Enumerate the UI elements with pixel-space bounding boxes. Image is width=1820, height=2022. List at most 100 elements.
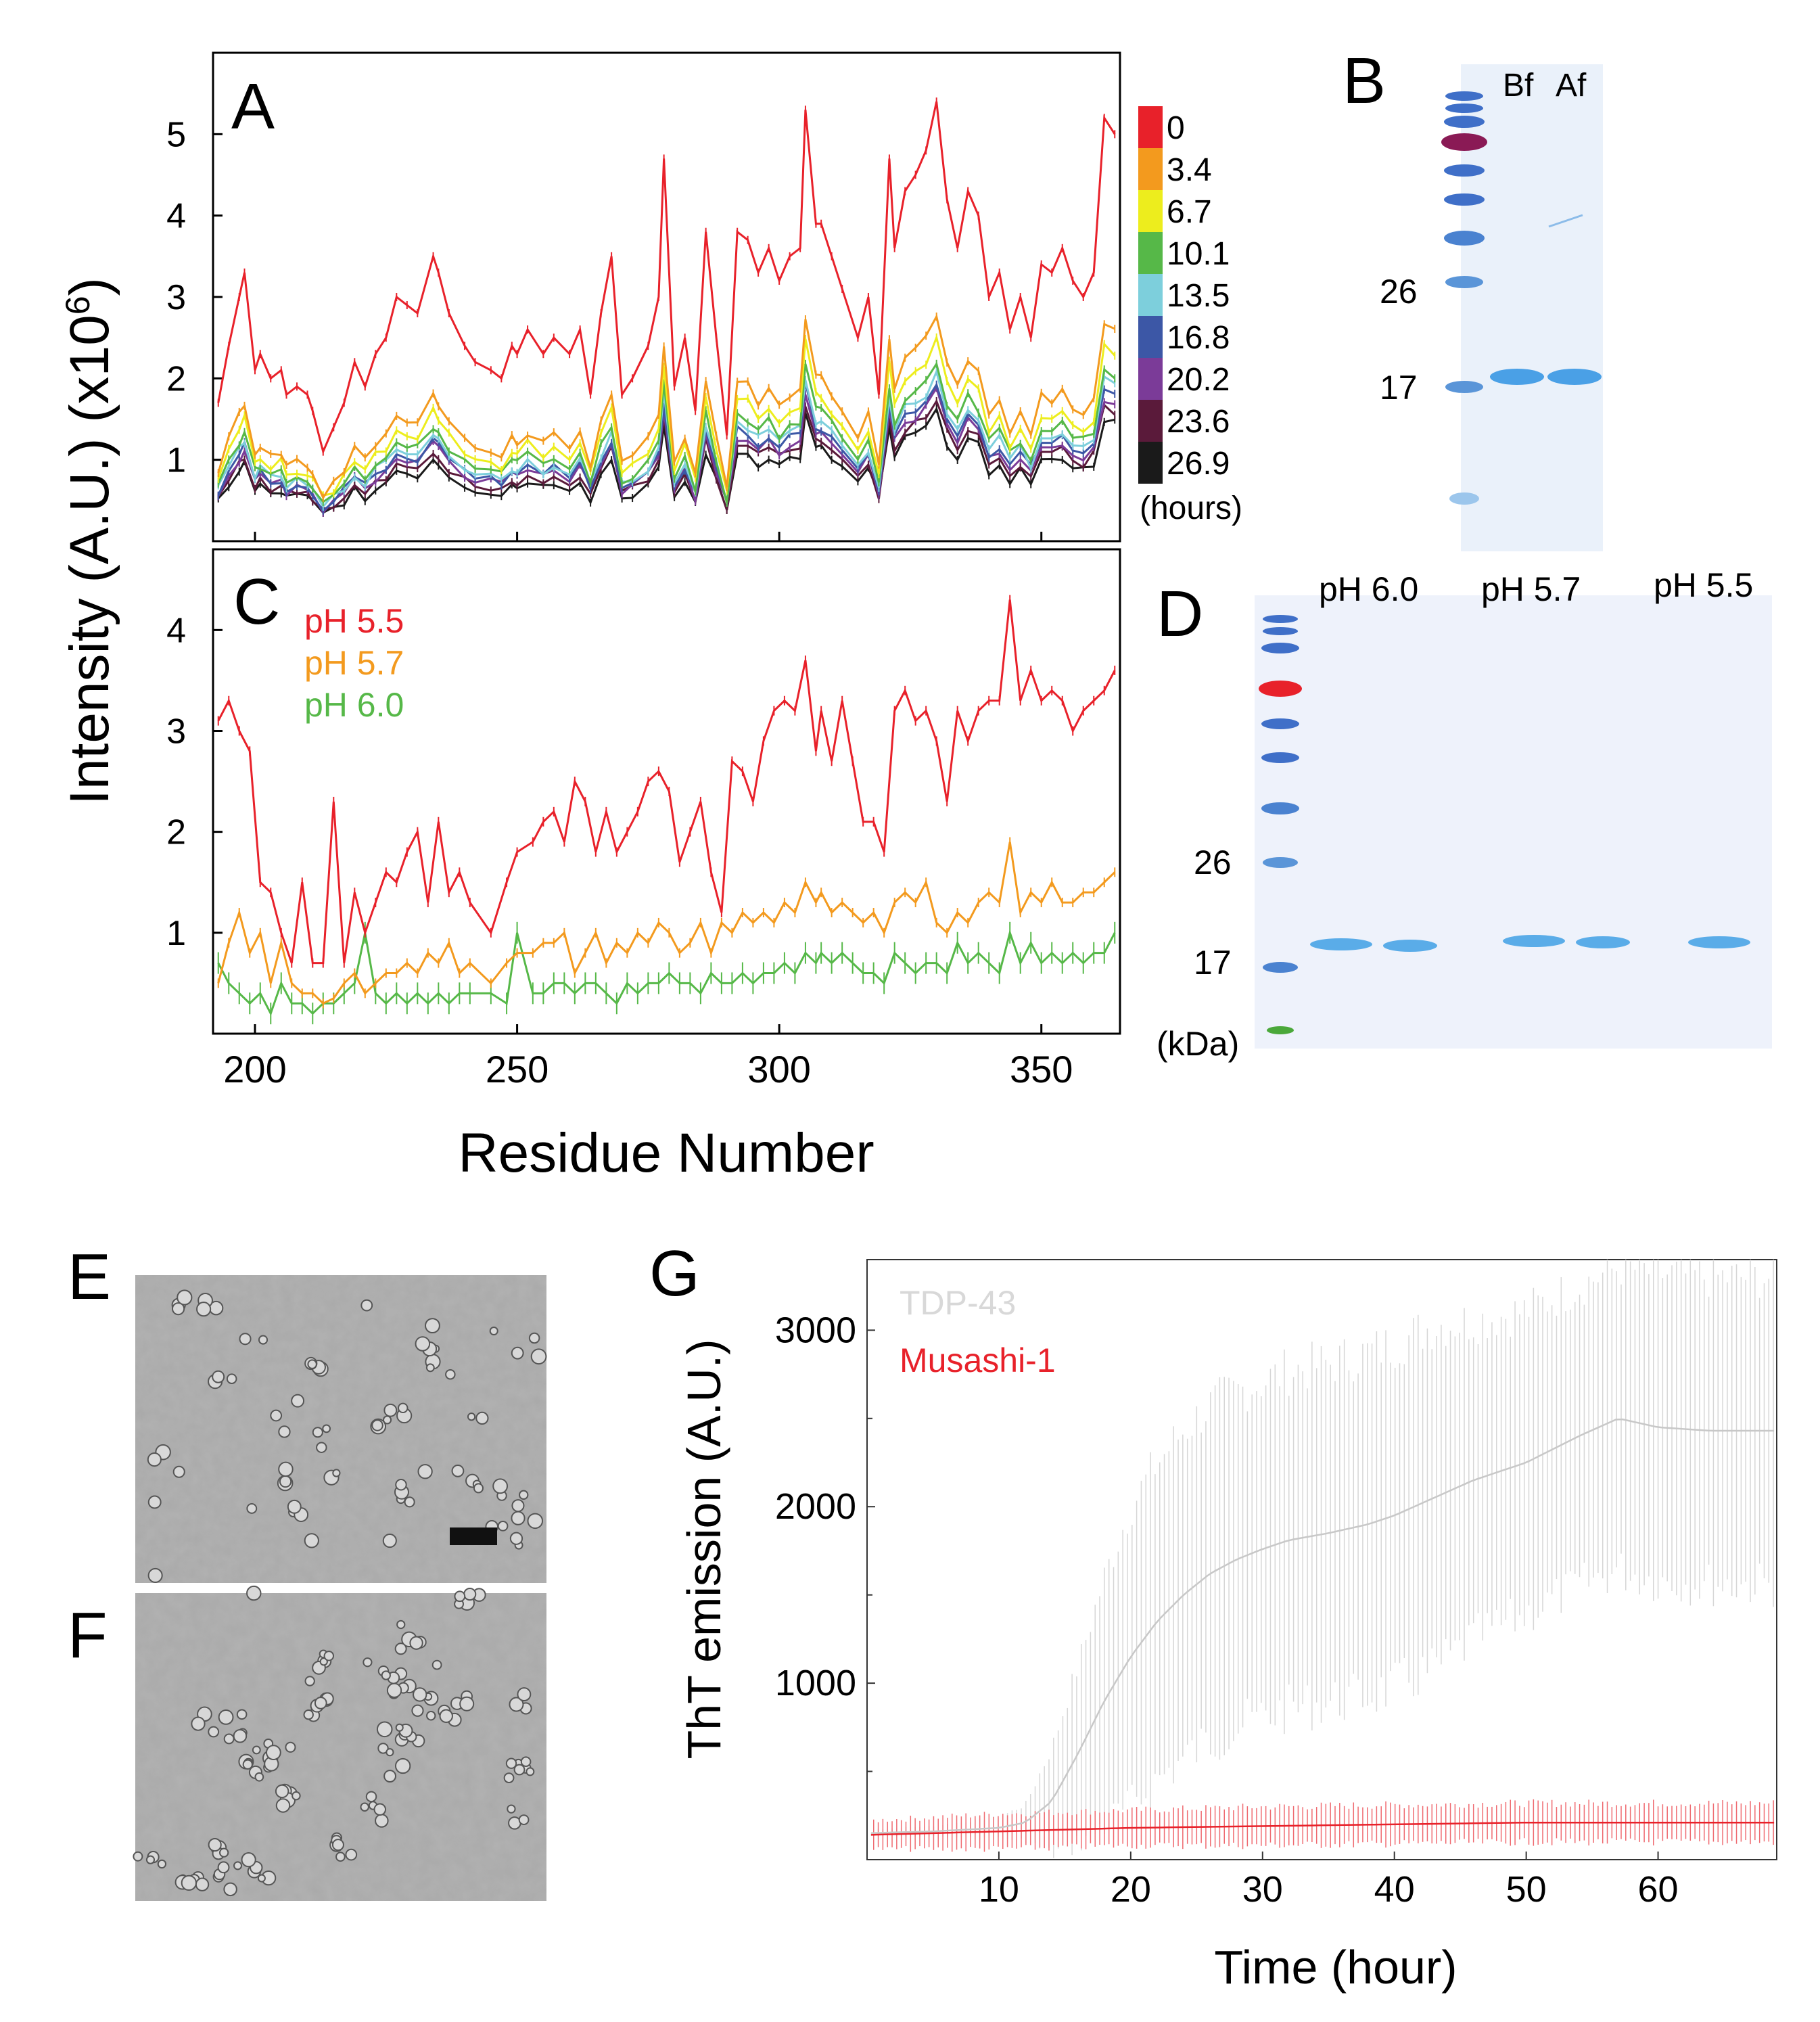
legend-swatch-6.7 (1138, 190, 1163, 232)
particle (459, 1696, 475, 1711)
legend-swatch-3.4 (1138, 148, 1163, 190)
legend-swatch-26.9 (1138, 442, 1163, 484)
particle (518, 1814, 530, 1825)
particle (365, 1791, 377, 1803)
c-xtick-label: 200 (223, 1048, 286, 1090)
particle (463, 1587, 477, 1601)
gel-d-band-2 (1383, 940, 1437, 952)
legend-label-23.6: 23.6 (1167, 404, 1230, 440)
particle (509, 1532, 523, 1545)
particle (505, 1757, 517, 1769)
panel-d-label: D (1157, 578, 1203, 650)
c-ytick-label: 2 (166, 813, 186, 852)
particle (208, 1837, 222, 1852)
gel-d-band-4 (1576, 936, 1630, 948)
a-ytick-label: 3 (166, 278, 186, 317)
particle (360, 1299, 373, 1312)
particle (528, 1332, 540, 1344)
particle (257, 1874, 266, 1883)
particle (383, 1770, 396, 1783)
panel-c-label: C (233, 566, 280, 638)
particle (233, 1728, 248, 1743)
g-ytick-label: 2000 (775, 1486, 856, 1527)
legend-label-10.1: 10.1 (1167, 236, 1230, 272)
panel-a-ticks: 1 2 3 4 5 (166, 115, 1043, 541)
gel-d-marker-17: 17 (1194, 944, 1232, 982)
gel-d-ladder (1259, 615, 1302, 1034)
particle (530, 1348, 547, 1365)
legend-label-13.5: 13.5 (1167, 278, 1230, 314)
gel-d-marker-26: 26 (1194, 844, 1232, 881)
particle (304, 1676, 315, 1686)
gel-b-lane-bf: Bf (1503, 68, 1534, 104)
panel-c-series (217, 595, 1116, 1025)
particle (246, 1503, 258, 1514)
legend-label-0: 0 (1167, 110, 1185, 146)
g-xtick-label: 30 (1242, 1869, 1283, 1910)
g-xtick-label: 10 (979, 1869, 1019, 1910)
particle (489, 1326, 498, 1336)
particle (426, 1711, 436, 1721)
particle (375, 1814, 389, 1828)
g-xtick-label: 20 (1111, 1869, 1151, 1910)
particle (270, 1409, 283, 1422)
particle (507, 1804, 516, 1814)
particle (526, 1767, 535, 1776)
particle (394, 1642, 407, 1655)
particle (226, 1373, 237, 1384)
particle (195, 1877, 210, 1891)
c-series-pH 6.0 (217, 929, 1116, 1016)
particle (363, 1657, 373, 1668)
y-axis-title-main: Intensity (A.U.) (x10 (59, 315, 120, 805)
panel-e-label: E (68, 1241, 111, 1313)
gel-d-band-1 (1310, 938, 1372, 950)
particle (236, 1709, 248, 1720)
particle (373, 1803, 386, 1816)
legend-label-16.8: 16.8 (1167, 320, 1230, 356)
particle (492, 1478, 509, 1494)
particle (239, 1333, 252, 1346)
particle (191, 1716, 206, 1731)
a-series-6.7 (217, 334, 1116, 497)
panel-c-frame (212, 548, 1121, 1035)
a-series-10.1 (217, 361, 1116, 503)
particle (386, 1748, 394, 1757)
panel-g: G 10 20 30 40 50 60 1000 2000 3000 TDP-43 Musash… (649, 1237, 1777, 1994)
g-series-musashi (870, 1821, 1775, 1836)
panel-f-label: F (68, 1599, 108, 1672)
legend-musashi: Musashi-1 (900, 1341, 1056, 1379)
panel-g-frame (866, 1259, 1777, 1860)
particle (278, 1425, 291, 1438)
particle (316, 1442, 327, 1453)
particle (425, 1318, 440, 1334)
particle (517, 1687, 532, 1702)
particle (396, 1619, 406, 1630)
legend-label-20.2: 20.2 (1167, 362, 1230, 398)
gel-b-band-bf (1490, 369, 1544, 385)
particle (304, 1533, 319, 1548)
legend-swatch-16.8 (1138, 316, 1163, 358)
gel-d-lane-ph55: pH 5.5 (1654, 566, 1753, 604)
particle (451, 1464, 465, 1477)
panel-f-micrograph: F (68, 1585, 546, 1901)
legend-ph57: pH 5.7 (304, 644, 404, 682)
particle (431, 1659, 442, 1670)
particle (157, 1859, 167, 1869)
panel-e-particles (147, 1289, 547, 1583)
y-axis-title-intensity: Intensity (A.U.) (x106) (59, 277, 120, 805)
particle (411, 1704, 424, 1717)
y-axis-title-end: ) (59, 277, 120, 296)
particle (291, 1791, 301, 1801)
particle (145, 1855, 156, 1864)
a-ytick-label: 2 (166, 359, 186, 398)
particle (345, 1848, 358, 1861)
legend-ph55: pH 5.5 (304, 602, 404, 640)
scale-bar (450, 1527, 497, 1545)
particle (511, 1511, 526, 1525)
particle (386, 1682, 402, 1698)
legend-swatch-0 (1138, 106, 1163, 148)
particle (381, 1670, 391, 1680)
particle (307, 1359, 317, 1369)
a-ytick-label: 1 (166, 441, 186, 480)
particle (377, 1743, 389, 1754)
